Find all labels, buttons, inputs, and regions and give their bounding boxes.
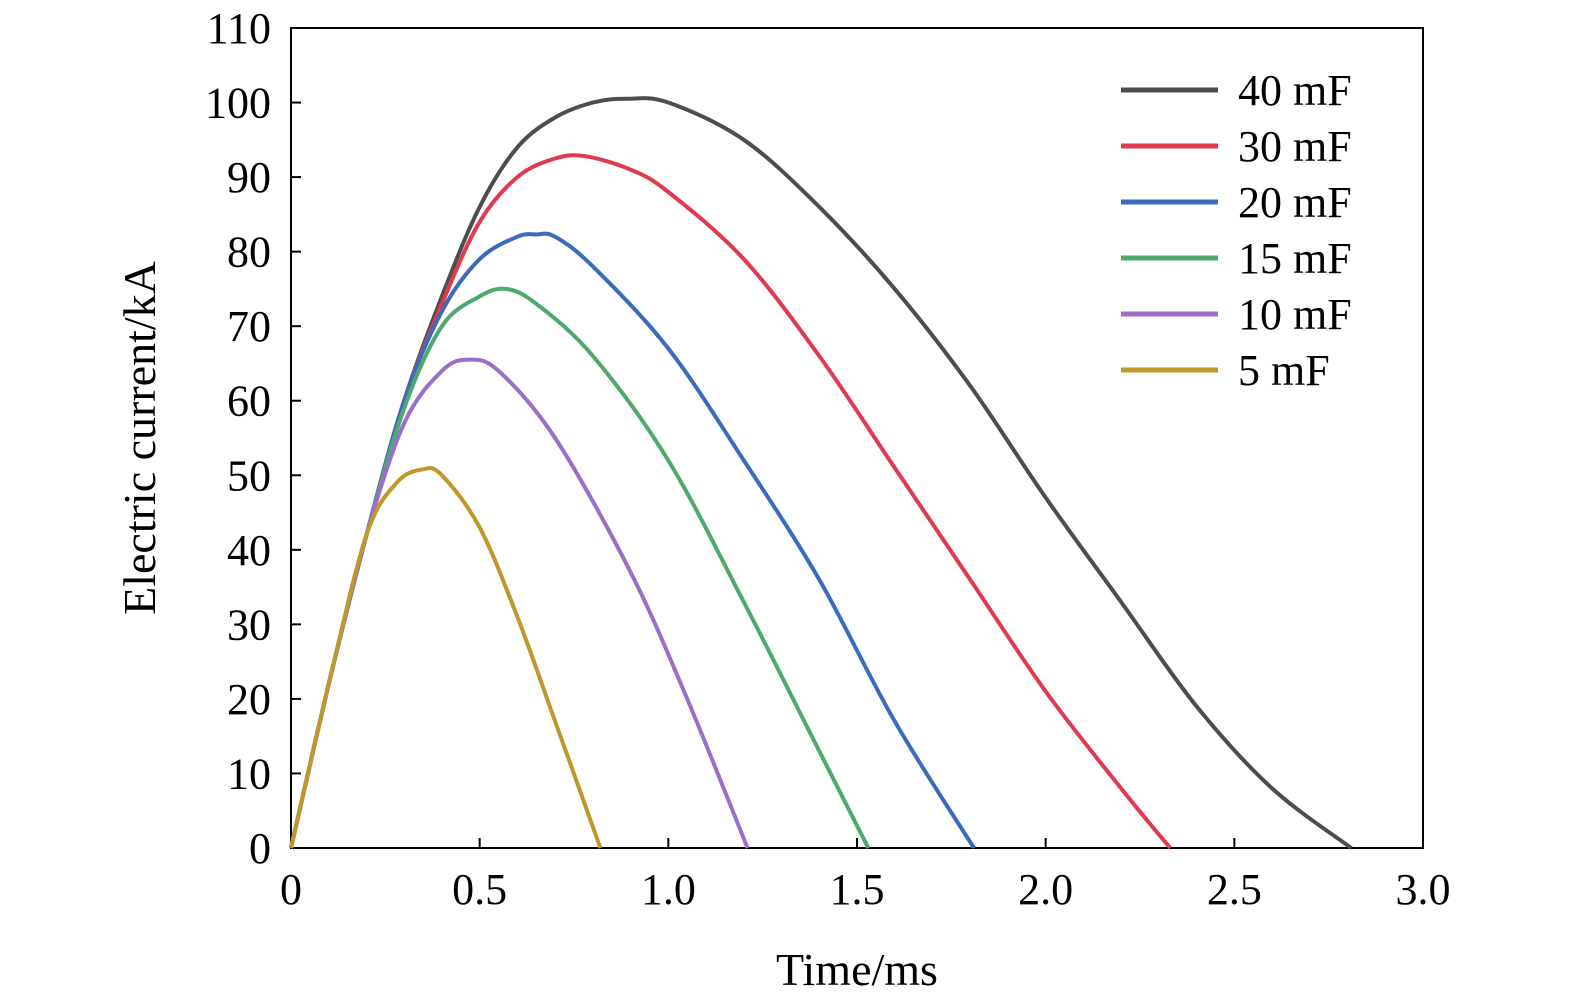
y-tick-label: 30 [227,600,271,649]
legend-label: 20 mF [1238,178,1352,227]
series-line-30mf [289,153,1172,850]
y-axis-ticks: 0 10 20 30 40 50 60 70 80 90 100 110 [205,4,301,873]
y-tick-label: 100 [205,79,271,128]
y-tick-label: 20 [227,675,271,724]
x-tick-label: 1.5 [830,865,885,914]
y-tick-label: 0 [249,824,271,873]
series-line-40mf [289,96,1353,850]
x-tick-label: 1.0 [641,865,696,914]
legend-label: 15 mF [1238,234,1352,283]
y-tick-label: 70 [227,302,271,351]
legend-label: 30 mF [1238,122,1352,171]
legend-label: 5 mF [1238,346,1330,395]
y-tick-label: 10 [227,749,271,798]
y-tick-label: 60 [227,377,271,426]
y-tick-label: 40 [227,526,271,575]
series-lines [289,96,1353,850]
y-axis-title: Electric current/kA [114,261,165,615]
legend: 40 mF 30 mF 20 mF 15 mF 10 mF 5 mF [1121,66,1352,395]
series-line-5mf [289,466,603,849]
x-tick-label: 2.0 [1018,865,1073,914]
y-tick-label: 110 [207,4,271,53]
y-tick-label: 80 [227,228,271,277]
series-line-10mf [289,357,750,849]
x-tick-label: 0 [280,865,302,914]
legend-label: 40 mF [1238,66,1352,115]
y-tick-label: 90 [227,153,271,202]
x-tick-label: 2.5 [1207,865,1262,914]
x-tick-label: 3.0 [1396,865,1451,914]
y-tick-label: 50 [227,451,271,500]
x-tick-label: 0.5 [452,865,507,914]
legend-label: 10 mF [1238,290,1352,339]
series-line-15mf [289,286,871,849]
x-axis-ticks: 0 0.5 1.0 1.5 2.0 2.5 3.0 [280,838,1451,914]
series-line-20mf [289,231,976,850]
x-axis-title: Time/ms [776,944,938,995]
